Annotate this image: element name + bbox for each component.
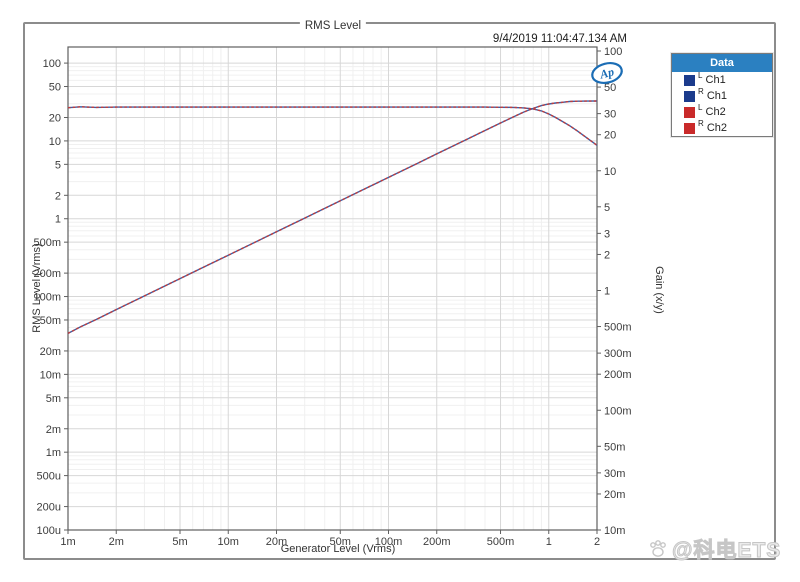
x-axis-title: Generator Level (Vrms) <box>280 543 396 555</box>
graph-panel <box>23 22 776 560</box>
right-tick-label: 2 <box>604 249 610 261</box>
right-tick-label: 10m <box>604 525 625 537</box>
right-tick-label: 10 <box>604 166 616 178</box>
left-tick-label: 1m <box>46 447 61 459</box>
right-tick-label: 20 <box>604 130 616 142</box>
ch1-right-swatch-icon <box>684 90 695 102</box>
right-tick-label: 3 <box>604 228 610 240</box>
series-right-solid <box>67 106 598 146</box>
x-tick-label: 20m <box>266 536 287 548</box>
left-tick-label: 100m <box>33 292 61 304</box>
right-tick-label: 200m <box>604 369 632 381</box>
right-tick-label: 50 <box>604 82 616 94</box>
measurement-timestamp: 9/4/2019 11:04:47.134 AM <box>492 33 627 45</box>
legend-item-ch2-left[interactable]: L Ch2 <box>672 103 772 120</box>
paw-icon <box>650 540 666 557</box>
x-tick-label: 50m <box>330 536 351 548</box>
legend-panel: Data L Ch1 R Ch1 L Ch2 R Ch2 <box>671 53 773 137</box>
x-tick-label: 2m <box>109 536 124 548</box>
legend-item-ch1-right[interactable]: R Ch1 <box>672 87 772 104</box>
ch2-left-swatch-icon <box>684 106 695 118</box>
svg-text:Ap: Ap <box>598 65 616 82</box>
left-tick-label: 50 <box>49 82 61 94</box>
right-tick-label: 30 <box>604 109 616 121</box>
right-tick-label: 50m <box>604 441 625 453</box>
left-tick-label: 100u <box>37 525 61 537</box>
left-tick-label: 200u <box>37 502 61 514</box>
series-right-dashed <box>67 106 598 146</box>
legend-header[interactable]: Data <box>672 54 772 72</box>
right-tick-label: 20m <box>604 489 625 501</box>
left-tick-label: 2m <box>46 424 61 436</box>
left-tick-label: 1 <box>55 214 61 226</box>
x-tick-label: 10m <box>218 536 239 548</box>
left-tick-label: 100 <box>43 58 61 70</box>
x-tick-label: 100m <box>375 536 403 548</box>
x-tick-label: 1 <box>546 536 552 548</box>
left-tick-label: 20m <box>40 346 61 358</box>
right-tick-label: 300m <box>604 348 632 360</box>
legend-item-ch2-right[interactable]: R Ch2 <box>672 119 772 136</box>
left-tick-label: 2 <box>55 190 61 202</box>
left-tick-label: 200m <box>33 268 61 280</box>
right-tick-label: 1 <box>604 286 610 298</box>
ch2-right-swatch-icon <box>684 122 695 134</box>
left-tick-label: 5m <box>46 393 61 405</box>
x-tick-label: 500m <box>487 536 515 548</box>
legend-item-ch1-left[interactable]: L Ch1 <box>672 71 772 88</box>
chart-title: RMS Level <box>299 20 367 32</box>
left-tick-label: 500m <box>33 237 61 249</box>
left-tick-label: 50m <box>40 315 61 327</box>
left-tick-label: 10m <box>40 369 61 381</box>
right-tick-label: 100 <box>604 46 622 58</box>
x-tick-label: 2 <box>594 536 600 548</box>
x-tick-label: 200m <box>423 536 451 548</box>
left-tick-label: 500u <box>37 471 61 483</box>
watermark-text: @科电ETS <box>671 539 782 563</box>
series-left-solid <box>67 100 598 335</box>
right-axis-title: Gain (x/y) <box>653 266 665 314</box>
plot-border <box>67 46 598 531</box>
ap-logo-icon: Ap <box>591 61 623 85</box>
series-left-dashed <box>67 100 598 335</box>
ch1-left-swatch-icon <box>684 74 695 86</box>
x-tick-label: 1m <box>60 536 75 548</box>
x-tick-label: 5m <box>172 536 187 548</box>
right-tick-label: 500m <box>604 322 632 334</box>
right-tick-label: 100m <box>604 405 632 417</box>
right-tick-label: 30m <box>604 468 625 480</box>
left-tick-label: 10 <box>49 136 61 148</box>
left-axis-title: RMS Level (Vrms) <box>31 243 43 333</box>
right-tick-label: 5 <box>604 202 610 214</box>
left-tick-label: 20 <box>49 112 61 124</box>
left-tick-label: 5 <box>55 159 61 171</box>
watermark: @科电ETS <box>646 534 781 564</box>
